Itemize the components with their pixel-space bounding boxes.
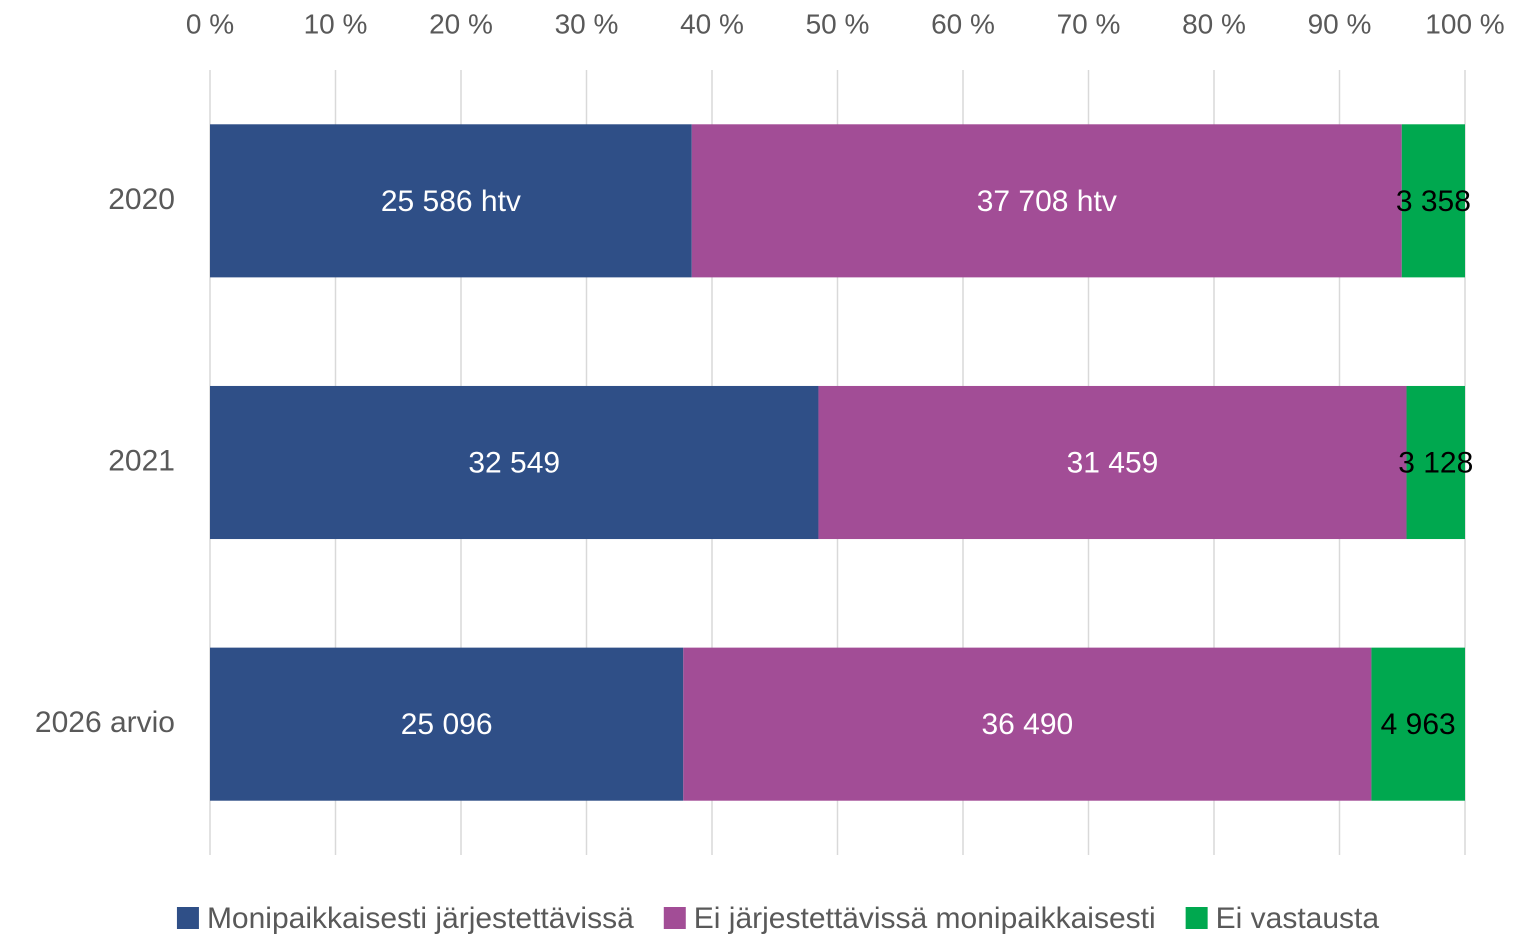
x-tick-label: 100 % xyxy=(1425,8,1504,39)
data-label: 25 586 htv xyxy=(381,185,521,218)
bar-segment xyxy=(210,647,684,801)
x-tick-label: 30 % xyxy=(555,8,619,39)
data-label: 32 549 xyxy=(468,446,560,479)
bar-segment xyxy=(1401,124,1465,278)
legend-swatch xyxy=(1185,907,1208,929)
bar-segment xyxy=(683,647,1372,801)
x-tick-label: 0 % xyxy=(186,8,234,39)
bar-segment xyxy=(210,385,819,540)
bar-segment xyxy=(818,385,1407,540)
data-label: 4 963 xyxy=(1381,708,1456,741)
bar-segment xyxy=(1406,385,1465,540)
x-tick-label: 60 % xyxy=(931,8,995,39)
bar-segment xyxy=(210,124,692,278)
bar-segment xyxy=(691,124,1402,278)
data-label: 3 128 xyxy=(1398,446,1473,479)
data-label: 37 708 htv xyxy=(977,185,1117,218)
x-tick-label: 80 % xyxy=(1182,8,1246,39)
data-label: 31 459 xyxy=(1067,446,1159,479)
x-tick-label: 40 % xyxy=(680,8,744,39)
legend-label: Ei järjestettävissä monipaikkaisesti xyxy=(694,902,1156,935)
x-tick-label: 70 % xyxy=(1057,8,1121,39)
y-tick-label: 2020 xyxy=(108,183,175,216)
legend-label: Monipaikkaisesti järjestettävissä xyxy=(207,902,634,935)
y-tick-label: 2026 arvio xyxy=(35,706,175,739)
x-tick-label: 50 % xyxy=(806,8,870,39)
legend-swatch xyxy=(663,907,686,929)
x-tick-label: 90 % xyxy=(1308,8,1372,39)
data-label: 36 490 xyxy=(981,708,1073,741)
legend-label: Ei vastausta xyxy=(1216,902,1380,935)
legend-swatch xyxy=(176,907,199,929)
y-tick-label: 2021 xyxy=(108,444,175,477)
data-label: 3 358 xyxy=(1396,185,1471,218)
x-tick-label: 10 % xyxy=(304,8,368,39)
data-label: 25 096 xyxy=(401,708,493,741)
x-tick-label: 20 % xyxy=(429,8,493,39)
bar-segment xyxy=(1371,647,1465,801)
